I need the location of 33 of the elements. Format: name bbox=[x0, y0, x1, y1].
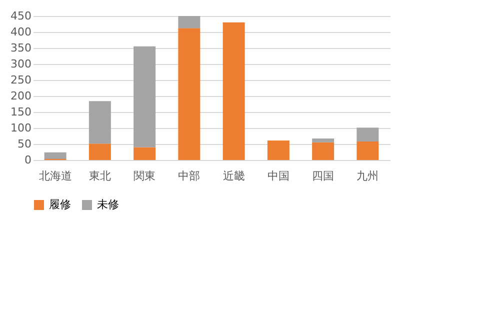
y-tick-label: 100 bbox=[10, 122, 32, 134]
bar bbox=[267, 140, 290, 160]
bar bbox=[88, 144, 111, 160]
x-tick-label: 中国 bbox=[267, 170, 290, 182]
y-tick-label: 300 bbox=[10, 58, 32, 70]
bar bbox=[312, 142, 334, 160]
legend-label: 履修 bbox=[49, 198, 71, 211]
y-tick-label: 400 bbox=[10, 26, 32, 38]
x-tick-label: 近畿 bbox=[222, 170, 245, 182]
x-tick-label: 関東 bbox=[134, 170, 156, 182]
x-tick-label: 九州 bbox=[356, 170, 379, 182]
y-tick-label: 450 bbox=[10, 10, 32, 22]
legend-label: 未修 bbox=[97, 198, 119, 211]
bar bbox=[44, 152, 66, 160]
bar bbox=[356, 128, 379, 142]
bar bbox=[222, 22, 245, 160]
y-tick-label: 0 bbox=[24, 154, 32, 166]
bar bbox=[134, 147, 156, 160]
x-tick-label: 四国 bbox=[312, 170, 334, 182]
bar bbox=[134, 46, 156, 148]
x-tick-label: 中部 bbox=[178, 170, 200, 182]
bar bbox=[88, 101, 111, 144]
bar bbox=[312, 138, 334, 142]
y-tick-label: 50 bbox=[18, 138, 32, 150]
x-tick-label: 北海道 bbox=[38, 170, 72, 182]
y-tick-label: 200 bbox=[10, 90, 32, 102]
y-tick-label: 150 bbox=[10, 106, 32, 118]
bar bbox=[178, 16, 200, 28]
bar bbox=[178, 28, 200, 160]
y-tick-label: 350 bbox=[10, 42, 32, 54]
x-tick-label: 東北 bbox=[88, 170, 111, 182]
bar bbox=[356, 141, 379, 160]
y-tick-label: 250 bbox=[10, 74, 32, 86]
